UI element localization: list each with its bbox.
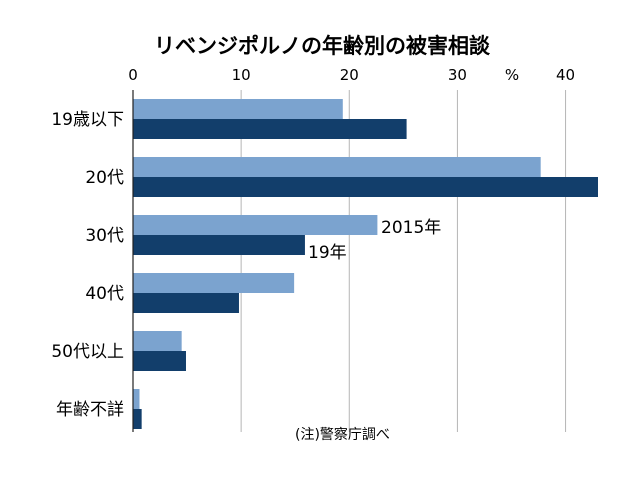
bar bbox=[133, 273, 295, 293]
bar bbox=[133, 293, 239, 313]
bar bbox=[133, 177, 598, 197]
bar bbox=[133, 119, 407, 139]
chart-title: リベンジポルノの年齢別の被害相談 bbox=[154, 34, 491, 58]
series-label-2015: 2015年 bbox=[381, 218, 441, 238]
unit-label: % bbox=[505, 66, 519, 84]
bars bbox=[133, 99, 598, 429]
source-note: (注)警察庁調べ bbox=[295, 426, 390, 443]
category-label: 30代 bbox=[85, 226, 124, 246]
category-label: 50代以上 bbox=[51, 342, 124, 362]
category-label: 40代 bbox=[85, 284, 124, 304]
bar bbox=[133, 331, 182, 351]
bar bbox=[133, 215, 378, 235]
x-tick-label: 40 bbox=[556, 66, 575, 84]
bar bbox=[133, 235, 305, 255]
x-axis-ticks: 0 10 20 30 40 bbox=[128, 66, 575, 84]
x-tick-label: 10 bbox=[232, 66, 251, 84]
category-label: 20代 bbox=[85, 168, 124, 188]
category-label: 年齢不詳 bbox=[56, 400, 124, 420]
x-tick-label: 0 bbox=[128, 66, 138, 84]
gridlines bbox=[240, 90, 567, 432]
bar bbox=[133, 99, 343, 119]
bar bbox=[133, 157, 541, 177]
bar bbox=[133, 351, 186, 371]
bar bbox=[133, 409, 142, 429]
x-tick-label: 20 bbox=[340, 66, 359, 84]
series-label-19: 19年 bbox=[308, 243, 347, 263]
bar bbox=[133, 389, 140, 409]
category-label: 19歳以下 bbox=[51, 110, 124, 130]
x-tick-label: 30 bbox=[448, 66, 467, 84]
